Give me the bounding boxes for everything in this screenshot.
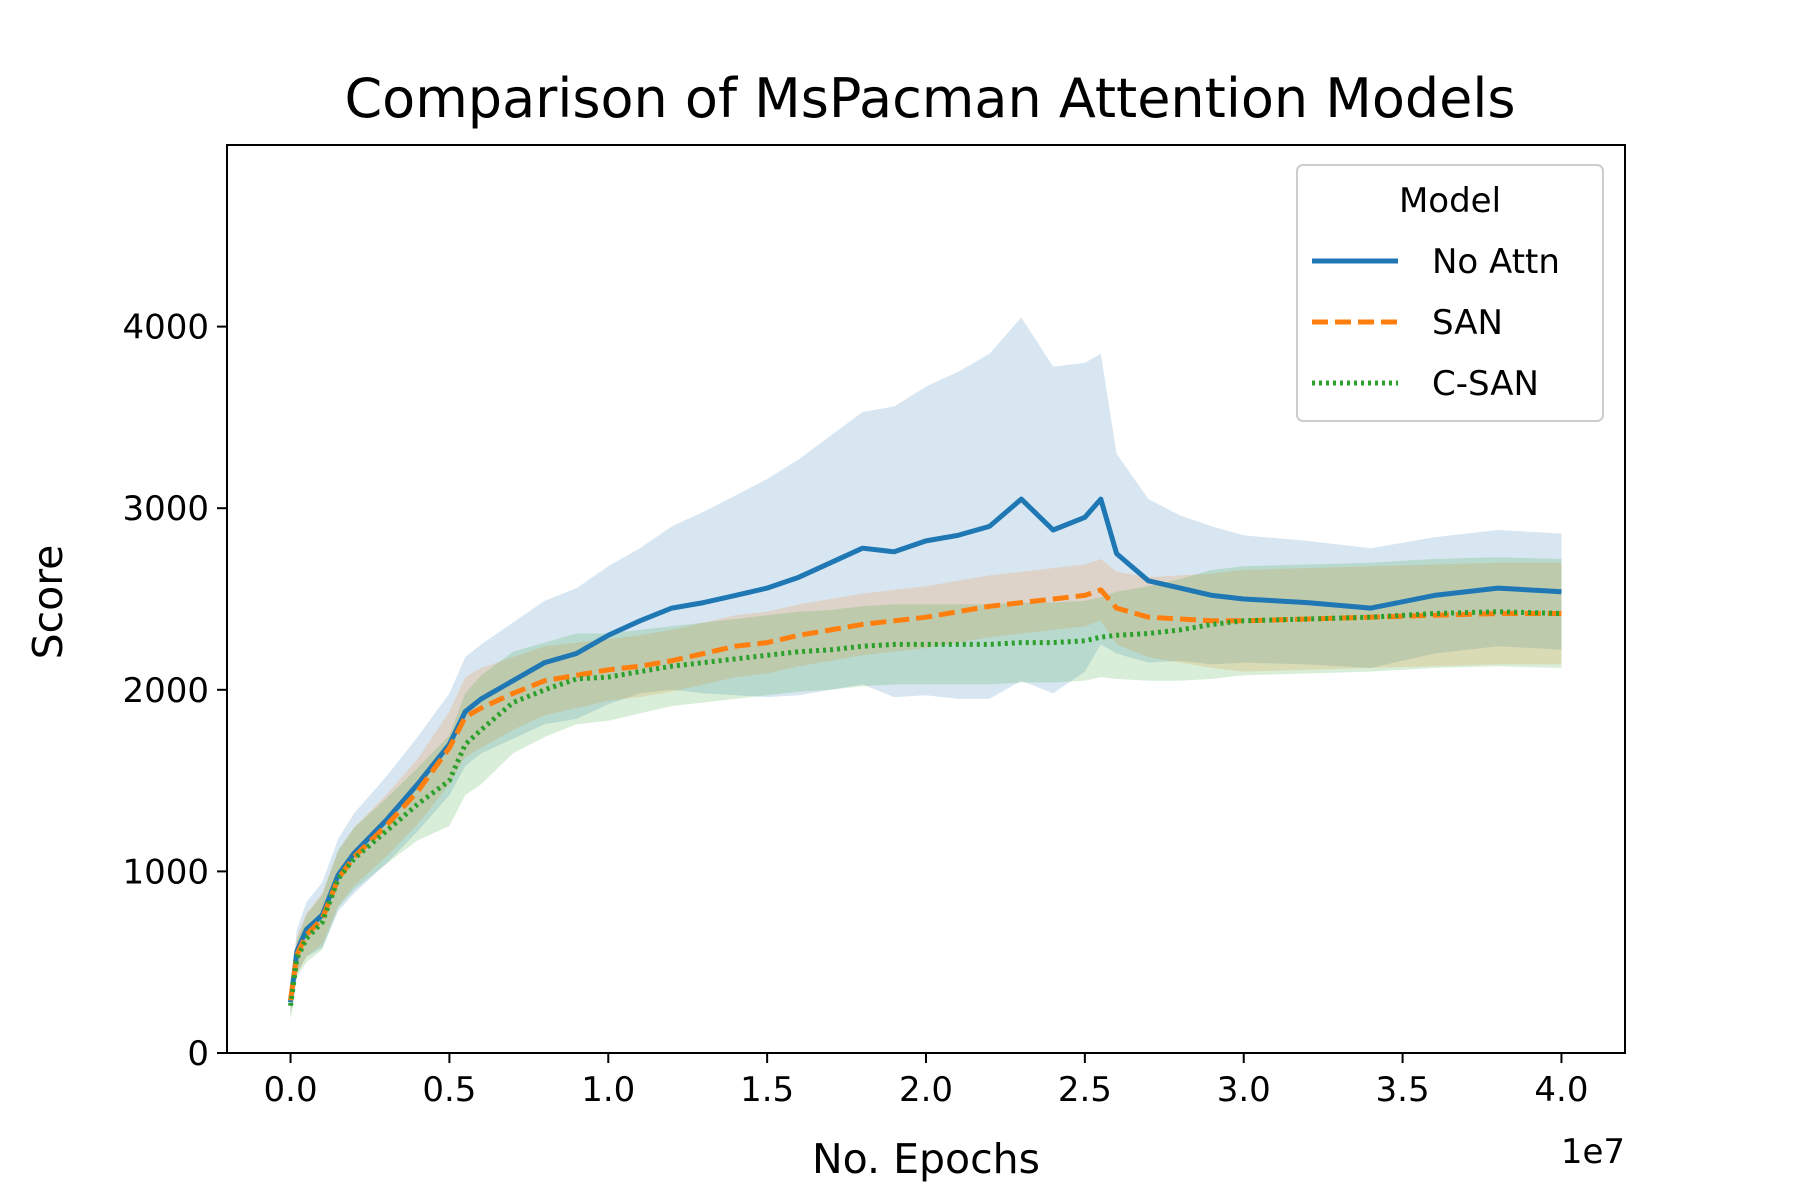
band-san [290, 559, 1562, 1015]
x-tick-label: 0.5 [422, 1070, 476, 1110]
series-lines [288, 496, 1562, 1007]
legend-label-no-attn: No Attn [1432, 242, 1560, 282]
chart-title: Comparison of MsPacman Attention Models [344, 67, 1515, 130]
legend: Model No Attn SAN C-SAN [1296, 164, 1604, 422]
x-axis-offset-label: 1e7 [1561, 1132, 1625, 1172]
x-tick-label: 2.0 [899, 1070, 953, 1110]
y-tick-label: 1000 [122, 852, 209, 892]
legend-title: Model [1399, 181, 1501, 221]
y-tick-label: 4000 [122, 308, 209, 348]
x-tick-label: 4.0 [1534, 1070, 1588, 1110]
x-tick-label: 2.5 [1058, 1070, 1112, 1110]
x-tick-label: 1.0 [581, 1070, 635, 1110]
confidence-bands [290, 317, 1562, 1021]
y-tick-label: 0 [187, 1034, 209, 1074]
band-c-san [290, 557, 1562, 1021]
legend-label-c-san: C-SAN [1432, 364, 1539, 404]
line-san [288, 587, 1562, 1001]
x-tick-label: 3.0 [1217, 1070, 1271, 1110]
legend-frame [1296, 164, 1604, 422]
x-axis-label: No. Epochs [812, 1135, 1040, 1183]
band-no-attn [290, 317, 1562, 1017]
x-tick-label: 1.5 [740, 1070, 794, 1110]
y-tick-label: 2000 [122, 671, 209, 711]
line-no-attn [288, 496, 1562, 1003]
legend-label-san: SAN [1432, 303, 1503, 343]
y-axis: 0 1000 2000 3000 4000 [122, 308, 227, 1074]
x-axis: 0.0 0.5 1.0 1.5 2.0 2.5 3.0 3.5 4.0 [264, 1053, 1588, 1110]
x-tick-label: 0.0 [264, 1070, 318, 1110]
y-axis-label: Score [24, 545, 72, 660]
x-tick-label: 3.5 [1376, 1070, 1430, 1110]
y-tick-label: 3000 [122, 489, 209, 529]
